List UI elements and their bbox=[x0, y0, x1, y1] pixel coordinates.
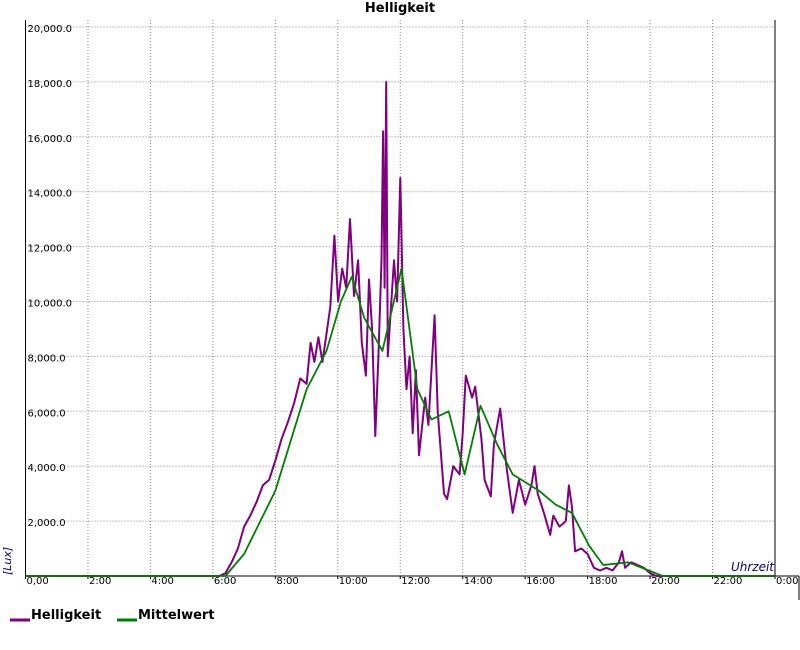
series-line bbox=[25, 80, 775, 577]
x-tick-label: 10:00 bbox=[339, 576, 368, 587]
chart-title: Helligkeit bbox=[365, 1, 435, 16]
x-tick-label: 4:00 bbox=[151, 576, 173, 587]
x-tick-label: 18:00 bbox=[589, 576, 618, 587]
y-tick-label: 20,000.0 bbox=[28, 24, 73, 35]
y-tick-label: 18,000.0 bbox=[28, 79, 73, 90]
x-tick-label: 8:00 bbox=[276, 576, 298, 587]
legend-label: Mittelwert bbox=[138, 608, 215, 623]
x-tick-label: 14:00 bbox=[464, 576, 493, 587]
y-tick-label: 16,000.0 bbox=[28, 134, 73, 145]
x-tick-label: 20:00 bbox=[651, 576, 680, 587]
legend-label: Helligkeit bbox=[31, 608, 101, 623]
x-tick-label: 6:00 bbox=[214, 576, 236, 587]
y-tick-label: 4,000.0 bbox=[28, 463, 66, 474]
x-tick-label: 2:00 bbox=[89, 576, 111, 587]
y-tick-label: 2,000.0 bbox=[28, 518, 66, 529]
y-tick-label: 12,000.0 bbox=[28, 244, 73, 255]
y-tick-label: 14,000.0 bbox=[28, 189, 73, 200]
y-tick-label: 6,000.0 bbox=[28, 408, 66, 419]
y-axis-label: [Lux] bbox=[1, 547, 14, 575]
x-tick-label: 12:00 bbox=[401, 576, 430, 587]
x-tick-label: 0:00 bbox=[776, 576, 798, 587]
x-tick-label: 16:00 bbox=[526, 576, 555, 587]
y-tick-label: 8,000.0 bbox=[28, 353, 66, 364]
x-axis-label: Uhrzeit bbox=[731, 560, 775, 574]
y-tick-label: 10,000.0 bbox=[28, 299, 73, 310]
x-tick-label: 0,00 bbox=[27, 576, 49, 587]
series-line bbox=[25, 267, 775, 577]
x-tick-label: 22:00 bbox=[714, 576, 743, 587]
